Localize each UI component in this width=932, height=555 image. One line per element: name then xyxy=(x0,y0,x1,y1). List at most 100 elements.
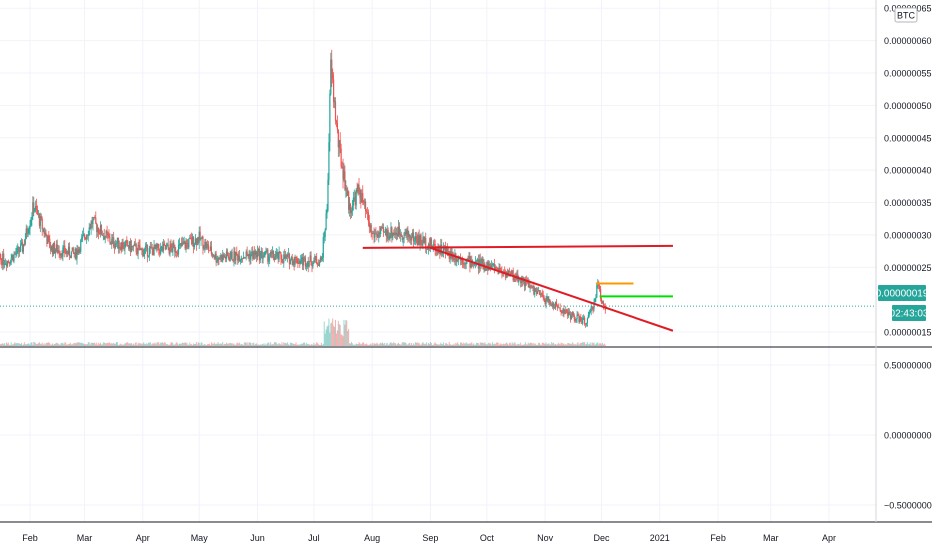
volume-bar xyxy=(583,342,584,346)
volume-bar xyxy=(95,344,96,346)
candle-body xyxy=(213,254,214,256)
volume-bar xyxy=(376,343,377,346)
volume-bar xyxy=(273,344,274,346)
candle-body xyxy=(476,261,477,262)
volume-bar xyxy=(278,344,279,346)
volume-bar xyxy=(450,344,451,346)
volume-bar xyxy=(103,342,104,346)
candle-body xyxy=(170,244,171,247)
volume-bar xyxy=(213,344,214,346)
volume-bar xyxy=(468,343,469,346)
volume-bar xyxy=(83,344,84,346)
candle-body xyxy=(173,243,174,245)
candle-body xyxy=(344,171,345,189)
volume-bar xyxy=(155,343,156,346)
candle-body xyxy=(105,237,106,240)
candle-body xyxy=(571,315,572,319)
volume-bar xyxy=(532,344,533,346)
volume-bar xyxy=(17,343,18,346)
candle-body xyxy=(264,251,265,255)
volume-bar xyxy=(386,343,387,346)
candle-body xyxy=(200,238,201,239)
candle-body xyxy=(123,248,124,249)
volume-bar xyxy=(63,344,64,346)
volume-bar xyxy=(97,345,98,346)
volume-bar xyxy=(210,345,211,346)
volume-bar xyxy=(295,344,296,346)
volume-bar xyxy=(254,345,255,346)
volume-bar xyxy=(514,343,515,346)
candle-body xyxy=(542,293,543,295)
volume-bar xyxy=(465,344,466,346)
volume-bar xyxy=(78,342,79,346)
volume-bar xyxy=(275,342,276,346)
volume-bar xyxy=(194,344,195,346)
volume-bar xyxy=(84,344,85,346)
volume-bar xyxy=(41,344,42,346)
volume-bar xyxy=(238,344,239,346)
volume-bar xyxy=(139,344,140,346)
candle-body xyxy=(27,228,28,233)
volume-bar xyxy=(113,343,114,346)
volume-bar xyxy=(120,344,121,346)
volume-bar xyxy=(391,343,392,346)
candle-body xyxy=(560,308,561,311)
volume-bar xyxy=(306,343,307,346)
candle-body xyxy=(42,219,43,229)
volume-bar xyxy=(116,342,117,346)
volume-bar xyxy=(530,343,531,346)
volume-bar xyxy=(506,343,507,346)
volume-bar xyxy=(555,344,556,346)
volume-bar xyxy=(261,345,262,346)
volume-bar xyxy=(537,345,538,346)
volume-bar xyxy=(538,343,539,346)
candle-body xyxy=(269,257,270,259)
volume-bar xyxy=(96,343,97,346)
volume-bar xyxy=(580,343,581,346)
candle-body xyxy=(127,241,128,246)
volume-bar xyxy=(266,344,267,346)
volume-bar xyxy=(305,345,306,346)
volume-bar xyxy=(337,330,338,346)
volume-bar xyxy=(547,344,548,346)
volume-bar xyxy=(89,342,90,346)
volume-bar xyxy=(147,344,148,346)
volume-bar xyxy=(158,342,159,346)
volume-bar xyxy=(518,344,519,346)
volume-bar xyxy=(16,343,17,346)
volume-bar xyxy=(543,343,544,346)
volume-bar xyxy=(14,343,15,346)
volume-bar xyxy=(484,342,485,346)
volume-bar xyxy=(365,344,366,346)
volume-bar xyxy=(274,342,275,346)
volume-bar xyxy=(573,343,574,346)
volume-bar xyxy=(181,344,182,346)
volume-bar xyxy=(483,343,484,346)
candle-body xyxy=(336,121,337,123)
volume-bar xyxy=(456,344,457,346)
volume-bar xyxy=(587,342,588,346)
currency-badge[interactable]: BTC xyxy=(895,8,917,22)
volume-bar xyxy=(71,344,72,346)
candle-body xyxy=(431,239,432,247)
candle-body xyxy=(414,241,415,242)
candle-body xyxy=(0,253,1,258)
volume-bar xyxy=(319,345,320,346)
volume-bar xyxy=(69,344,70,346)
volume-bar xyxy=(19,343,20,346)
candle-body xyxy=(28,229,29,233)
volume-bar xyxy=(576,345,577,346)
candle-body xyxy=(20,245,21,252)
volume-bar xyxy=(494,344,495,346)
volume-bar xyxy=(134,345,135,346)
volume-bar xyxy=(57,343,58,346)
volume-bar xyxy=(451,345,452,346)
volume-bar xyxy=(163,343,164,346)
candle-body xyxy=(287,254,288,256)
volume-bar xyxy=(352,343,353,346)
volume-bar xyxy=(73,344,74,346)
volume-bar xyxy=(345,320,346,346)
volume-bar xyxy=(200,345,201,346)
